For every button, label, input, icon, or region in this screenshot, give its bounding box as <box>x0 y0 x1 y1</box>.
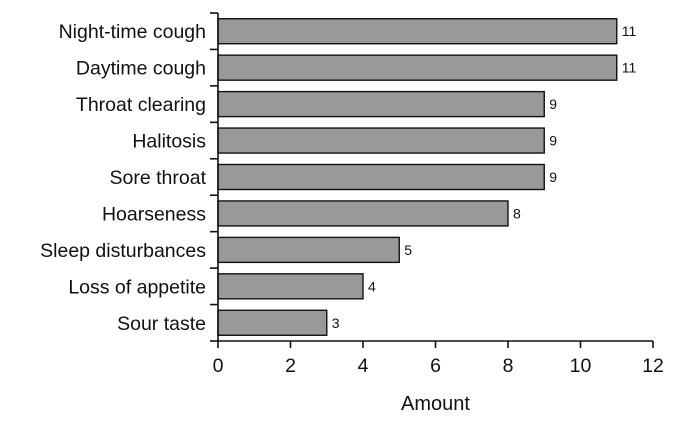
bar <box>217 18 618 45</box>
data-labels: 11 11 9 9 9 8 5 4 3 <box>332 23 637 331</box>
bars-group <box>217 18 618 336</box>
x-tick-label: 12 <box>642 355 664 377</box>
category-labels: Night-time cough Daytime cough Throat clea… <box>40 21 206 335</box>
data-label: 4 <box>368 278 376 294</box>
x-tick-label: 10 <box>570 355 592 377</box>
bar <box>217 127 545 154</box>
category-label: Loss of appetite <box>68 276 206 298</box>
x-axis-tick-labels: 0 2 4 6 8 10 12 <box>213 355 664 377</box>
x-axis-ticks <box>217 341 654 348</box>
x-tick-label: 6 <box>430 355 441 377</box>
x-tick-label: 2 <box>285 355 296 377</box>
bar <box>217 54 618 81</box>
data-label: 8 <box>513 205 521 221</box>
category-label: Night-time cough <box>59 21 206 43</box>
bar <box>217 90 545 118</box>
y-axis-ticks <box>210 12 218 342</box>
x-axis-title: Amount <box>401 393 470 415</box>
category-label: Sore throat <box>110 167 207 189</box>
data-label: 11 <box>622 60 637 76</box>
category-label: Halitosis <box>132 131 206 153</box>
x-tick-label: 8 <box>503 355 514 377</box>
x-tick-label: 0 <box>213 355 224 377</box>
category-label: Sour taste <box>117 313 206 335</box>
data-label: 9 <box>549 133 557 149</box>
category-label: Sleep disturbances <box>40 240 206 262</box>
data-label: 9 <box>549 96 557 112</box>
bar <box>217 309 328 336</box>
bar <box>217 200 509 227</box>
category-label: Daytime cough <box>76 58 206 80</box>
category-label: Hoarseness <box>102 203 206 225</box>
data-label: 3 <box>332 315 340 331</box>
bar <box>217 163 545 191</box>
bar <box>217 236 400 264</box>
x-tick-label: 4 <box>358 355 369 377</box>
data-label: 9 <box>549 169 557 185</box>
data-label: 11 <box>622 23 637 39</box>
data-label: 5 <box>404 242 412 258</box>
category-label: Throat clearing <box>76 94 206 116</box>
bar <box>217 273 364 300</box>
